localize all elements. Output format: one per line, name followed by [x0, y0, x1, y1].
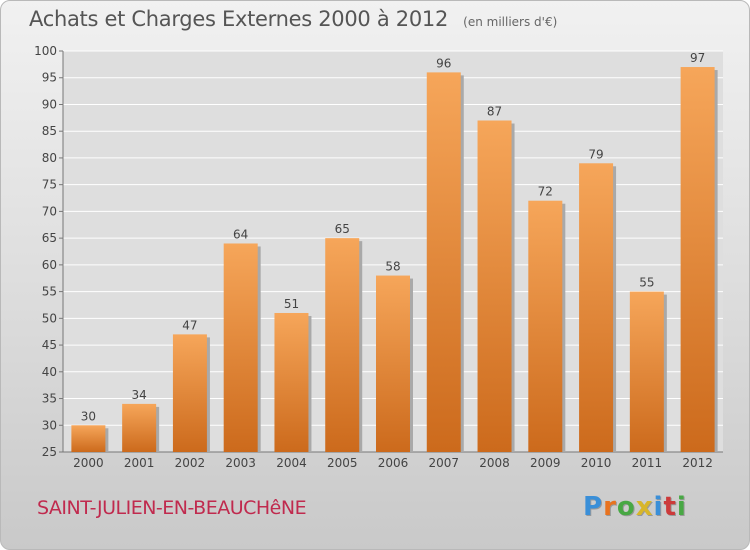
bar [376, 275, 410, 452]
chart-title: Achats et Charges Externes 2000 à 2012 [29, 7, 449, 31]
data-label: 30 [81, 409, 96, 423]
y-tick-label: 55 [42, 285, 57, 299]
x-tick-label: 2010 [581, 456, 612, 470]
data-label: 58 [385, 260, 400, 274]
bar [172, 334, 207, 452]
y-tick-label: 95 [42, 71, 57, 85]
bar [426, 72, 461, 453]
y-tick-label: 85 [42, 124, 57, 138]
x-tick-label: 2004 [276, 456, 307, 470]
logo-letter: r [603, 492, 617, 522]
y-tick-label: 60 [42, 258, 57, 272]
y-tick-label: 80 [42, 151, 57, 165]
data-label: 72 [538, 185, 553, 199]
bar [477, 120, 512, 453]
data-label: 97 [690, 51, 705, 65]
x-tick-label: 2002 [175, 456, 206, 470]
y-tick-label: 35 [42, 392, 57, 406]
y-tick-label: 40 [42, 365, 57, 379]
commune-name: SAINT-JULIEN-EN-BEAUCHêNE [37, 497, 307, 519]
bar [223, 243, 258, 452]
logo-letter: t [663, 492, 677, 522]
data-label: 96 [436, 56, 451, 70]
y-tick-label: 45 [42, 338, 57, 352]
data-label: 79 [588, 147, 603, 161]
y-tick-label: 50 [42, 311, 57, 325]
data-label: 64 [233, 227, 248, 241]
x-tick-label: 2009 [530, 456, 561, 470]
bar [629, 291, 664, 452]
proxiti-logo[interactable]: Proxiti [583, 492, 687, 522]
data-label: 47 [182, 318, 197, 332]
logo-letter: i [653, 492, 664, 522]
y-tick-label: 90 [42, 97, 57, 111]
x-tick-label: 2007 [428, 456, 459, 470]
x-tick-label: 2008 [479, 456, 510, 470]
data-label: 55 [639, 276, 654, 290]
y-tick-label: 100 [34, 44, 57, 58]
bar [680, 67, 715, 452]
y-tick-label: 75 [42, 178, 57, 192]
x-tick-label: 2003 [225, 456, 256, 470]
logo-letter: o [616, 492, 636, 522]
data-label: 51 [284, 297, 299, 311]
x-tick-label: 2012 [682, 456, 713, 470]
y-tick-label: 70 [42, 204, 57, 218]
bar [325, 238, 360, 452]
y-tick-label: 30 [42, 418, 57, 432]
logo-letter: x [635, 492, 654, 522]
bar [528, 200, 563, 452]
data-label: 87 [487, 105, 502, 119]
x-tick-label: 2005 [327, 456, 358, 470]
y-tick-label: 25 [42, 445, 57, 459]
x-tick-label: 2011 [632, 456, 663, 470]
chart-subtitle: (en milliers d'€) [463, 15, 558, 29]
data-label: 65 [335, 222, 350, 236]
bar [274, 312, 309, 452]
logo-letter: i [676, 492, 687, 522]
x-tick-label: 2006 [378, 456, 409, 470]
y-tick-label: 65 [42, 231, 57, 245]
bar [71, 425, 106, 452]
title-block: Achats et Charges Externes 2000 à 2012 (… [29, 7, 557, 31]
bar [122, 403, 157, 452]
bar [579, 163, 614, 452]
data-label: 34 [132, 388, 147, 402]
x-tick-label: 2000 [73, 456, 104, 470]
logo-letter: P [583, 492, 604, 522]
x-tick-label: 2001 [124, 456, 155, 470]
